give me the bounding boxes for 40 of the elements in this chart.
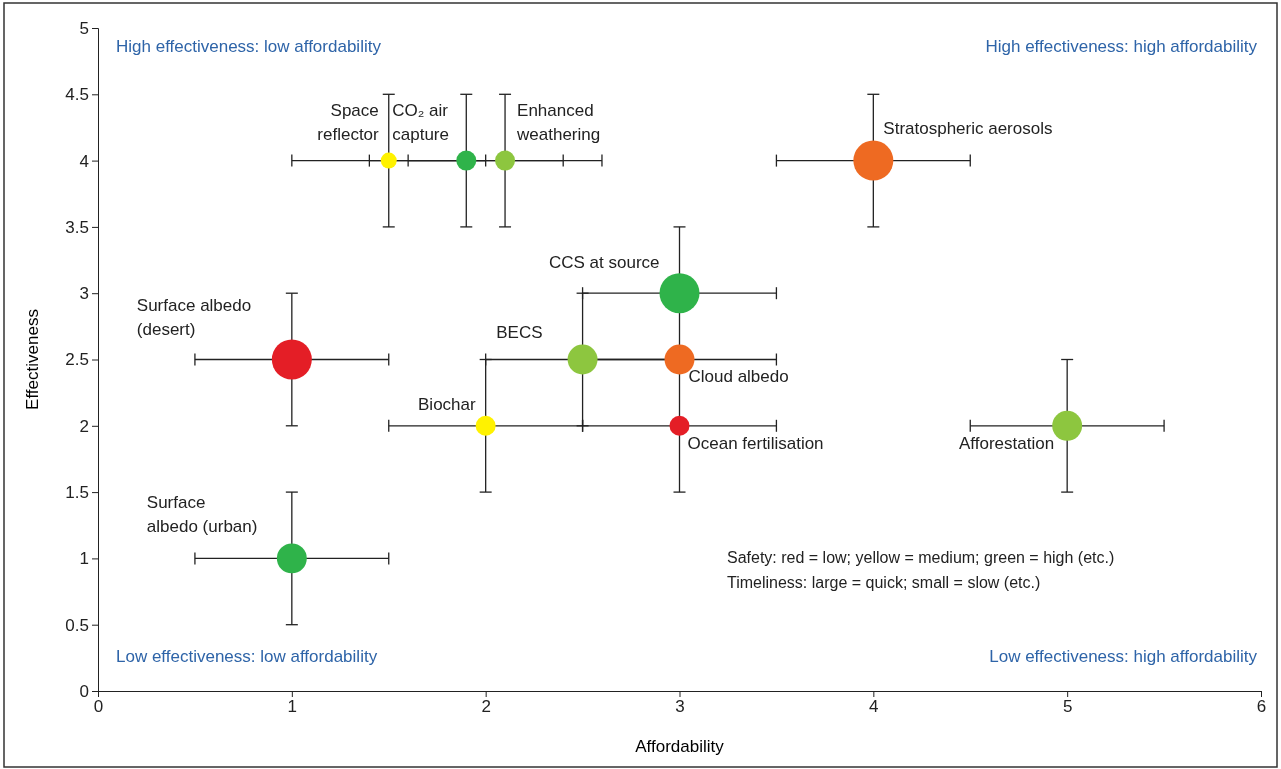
x-tick-label: 3 — [675, 697, 685, 717]
y-tick-label: 3.5 — [65, 217, 89, 237]
y-tick-label: 0 — [79, 681, 89, 701]
annotation: CO₂ air capture — [392, 100, 449, 144]
x-tick-label: 5 — [1062, 697, 1073, 717]
y-tick-label: 4.5 — [65, 85, 89, 105]
annotation: Safety: red = low; yellow = medium; green = high (etc.) Timeliness: large = quick; small = slow (etc.) — [727, 549, 1115, 591]
annotation: Afforestation — [959, 433, 1055, 453]
annotation: Ocean fertilisation — [687, 433, 824, 453]
y-tick-label: 2 — [79, 416, 89, 436]
x-tick-label: 4 — [869, 697, 879, 717]
x-tick-label: 1 — [287, 697, 298, 717]
annotation: BECS — [496, 322, 543, 342]
annotation: Cloud albedo — [688, 366, 789, 386]
y-tick-label: 1 — [79, 549, 89, 569]
x-tick-label: 0 — [93, 697, 104, 717]
x-axis-title: Affordability — [635, 737, 725, 756]
point — [1052, 410, 1083, 441]
y-tick-label: 0.5 — [65, 615, 89, 635]
x-tick-label: 2 — [481, 697, 491, 717]
annotation: High effectiveness: high affordability — [985, 37, 1258, 56]
annotation: Space reflector — [317, 100, 380, 144]
y-axis-title: Effectiveness — [23, 309, 42, 410]
y-tick-label: 1.5 — [65, 483, 89, 503]
y-tick-label: 5 — [79, 18, 89, 38]
annotation: Stratospheric aerosols — [883, 118, 1053, 138]
point — [567, 344, 598, 375]
annotation: Surface albedo (urban) — [146, 493, 258, 537]
annotation: Surface albedo (desert) — [136, 295, 252, 339]
annotation: Biochar — [418, 394, 477, 414]
point — [276, 543, 307, 574]
x-tick-label: 6 — [1256, 697, 1267, 717]
annotation: Low effectiveness: low affordability — [116, 647, 378, 666]
annotation: High effectiveness: low affordability — [116, 37, 382, 56]
annotation: Enhanced weathering — [516, 100, 601, 144]
y-tick-label: 4 — [79, 151, 89, 171]
y-tick-label: 3 — [79, 284, 89, 304]
y-tick-label: 2.5 — [65, 350, 89, 370]
annotation: Low effectiveness: high affordability — [989, 647, 1258, 666]
annotation: CCS at source — [548, 253, 660, 273]
